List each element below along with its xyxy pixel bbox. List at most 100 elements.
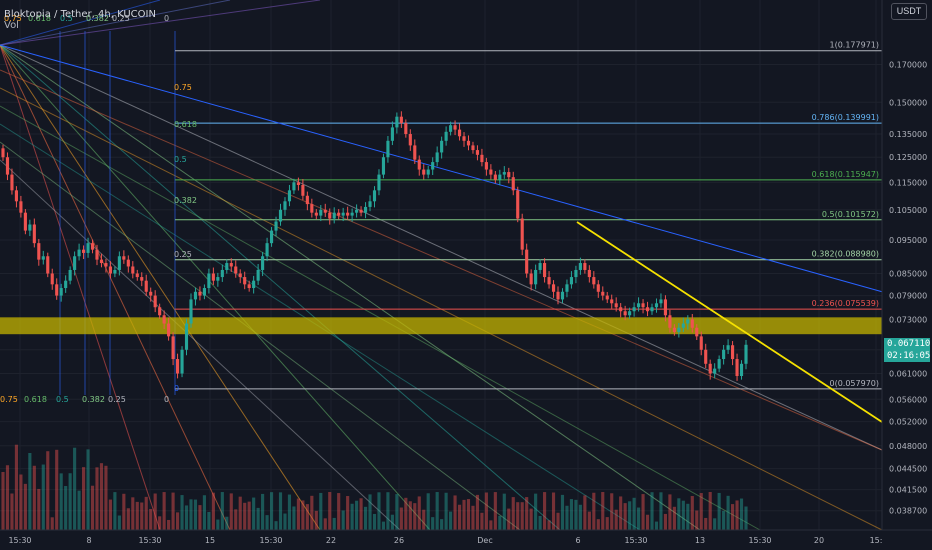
candle-body — [167, 323, 171, 337]
volume-bar — [475, 494, 480, 530]
candle-body — [144, 280, 148, 292]
volume-bar — [708, 492, 712, 530]
volume-bar — [471, 505, 475, 530]
candle-body — [113, 269, 117, 274]
volume-bar — [328, 492, 332, 530]
volume-bar — [86, 449, 90, 530]
volume-bar — [122, 493, 126, 530]
volume-bar — [167, 519, 171, 530]
candle-body — [368, 201, 372, 207]
candle-body — [32, 224, 36, 244]
candle-body — [444, 131, 448, 141]
candle-body — [350, 212, 354, 216]
candle-body — [278, 209, 283, 222]
fib-top-zero: 0 — [164, 14, 169, 23]
candle-body — [480, 154, 484, 163]
volume-bar — [1, 472, 5, 530]
candle-body — [328, 212, 332, 219]
candle-body — [283, 201, 287, 210]
candle-body — [650, 307, 654, 312]
fib-level-label: 0.786(0.139991) — [812, 113, 879, 122]
candle-body — [229, 263, 233, 267]
candle-body — [46, 256, 50, 274]
volume-bar — [14, 444, 18, 530]
volume-bar — [140, 502, 144, 530]
currency-badge[interactable]: USDT — [891, 3, 927, 20]
candle-body — [68, 269, 72, 281]
candle-body — [126, 259, 130, 267]
candle-body — [408, 134, 412, 146]
volume-bar — [551, 492, 556, 530]
volume-bar — [158, 516, 162, 530]
candle-body — [551, 284, 556, 292]
candle-body — [73, 256, 77, 270]
candle-body — [435, 152, 439, 163]
volume-bar — [355, 500, 359, 530]
time-tick-label: 6 — [575, 536, 580, 545]
fib-level-label: 0.5(0.101572) — [822, 210, 879, 219]
volume-bar — [225, 516, 229, 530]
volume-bar — [184, 505, 189, 530]
volume-bar — [632, 497, 636, 530]
volume-bar — [59, 473, 63, 530]
volume-bar — [32, 465, 36, 530]
candle-body — [744, 344, 748, 364]
volume-bar — [466, 499, 471, 530]
candle-body — [628, 311, 632, 316]
candle-body — [619, 307, 623, 312]
volume-bar — [162, 492, 166, 530]
candle-body — [717, 359, 721, 369]
candle-body — [440, 140, 444, 153]
volume-bar — [390, 514, 394, 530]
time-tick-label: 20 — [814, 536, 824, 545]
candle-body — [574, 269, 578, 278]
fib-fan-label: 0.25 — [174, 250, 192, 259]
price-tick-label: 0.125000 — [889, 153, 927, 162]
price-tick-label: 0.150000 — [889, 98, 927, 107]
candle-body — [592, 277, 596, 285]
candle-body — [247, 284, 251, 289]
volume-bar — [211, 492, 215, 530]
candle-body — [404, 123, 408, 135]
fib-top-labels: 0.75 0.618 0.5 0.382 0.25 0 — [4, 14, 169, 23]
volume-bar — [10, 493, 14, 530]
volume-bar — [672, 506, 676, 530]
fan-line — [0, 0, 321, 46]
time-tick-label: 15: — [870, 536, 883, 545]
volume-bar — [704, 517, 708, 530]
candle-body — [498, 174, 502, 180]
candle-body — [672, 327, 676, 333]
candle-body — [41, 256, 45, 260]
fan-line — [0, 44, 321, 531]
candle-body — [681, 323, 685, 328]
candle-body — [516, 190, 520, 219]
price-tick-label: 0.048000 — [889, 442, 927, 451]
candle-body — [225, 263, 229, 270]
trendline — [576, 221, 883, 423]
volume-bar — [493, 492, 497, 530]
candle-body — [462, 136, 466, 141]
volume-bar — [462, 499, 466, 530]
time-tick-label: 15:30 — [259, 536, 282, 545]
volume-bar — [547, 520, 551, 530]
candle-body — [605, 295, 609, 300]
volume-bar — [149, 508, 153, 530]
candle-body — [314, 212, 318, 216]
volume-bar — [95, 467, 99, 530]
volume-bar — [681, 500, 685, 530]
candle-body — [122, 256, 126, 260]
candle-body — [502, 172, 506, 175]
candle-body — [645, 307, 650, 312]
fib-fan-label: 0.618 — [174, 120, 197, 129]
candle-body — [341, 212, 345, 216]
volume-bar — [50, 517, 54, 530]
volume-bar — [323, 518, 327, 530]
price-tick-label: 0.135000 — [889, 130, 927, 139]
price-tick-label: 0.061000 — [889, 370, 927, 379]
candle-body — [417, 159, 421, 170]
volume-bar — [296, 498, 300, 530]
volume-bar — [68, 473, 72, 530]
volume-bar — [699, 493, 703, 530]
candle-body — [422, 169, 426, 175]
